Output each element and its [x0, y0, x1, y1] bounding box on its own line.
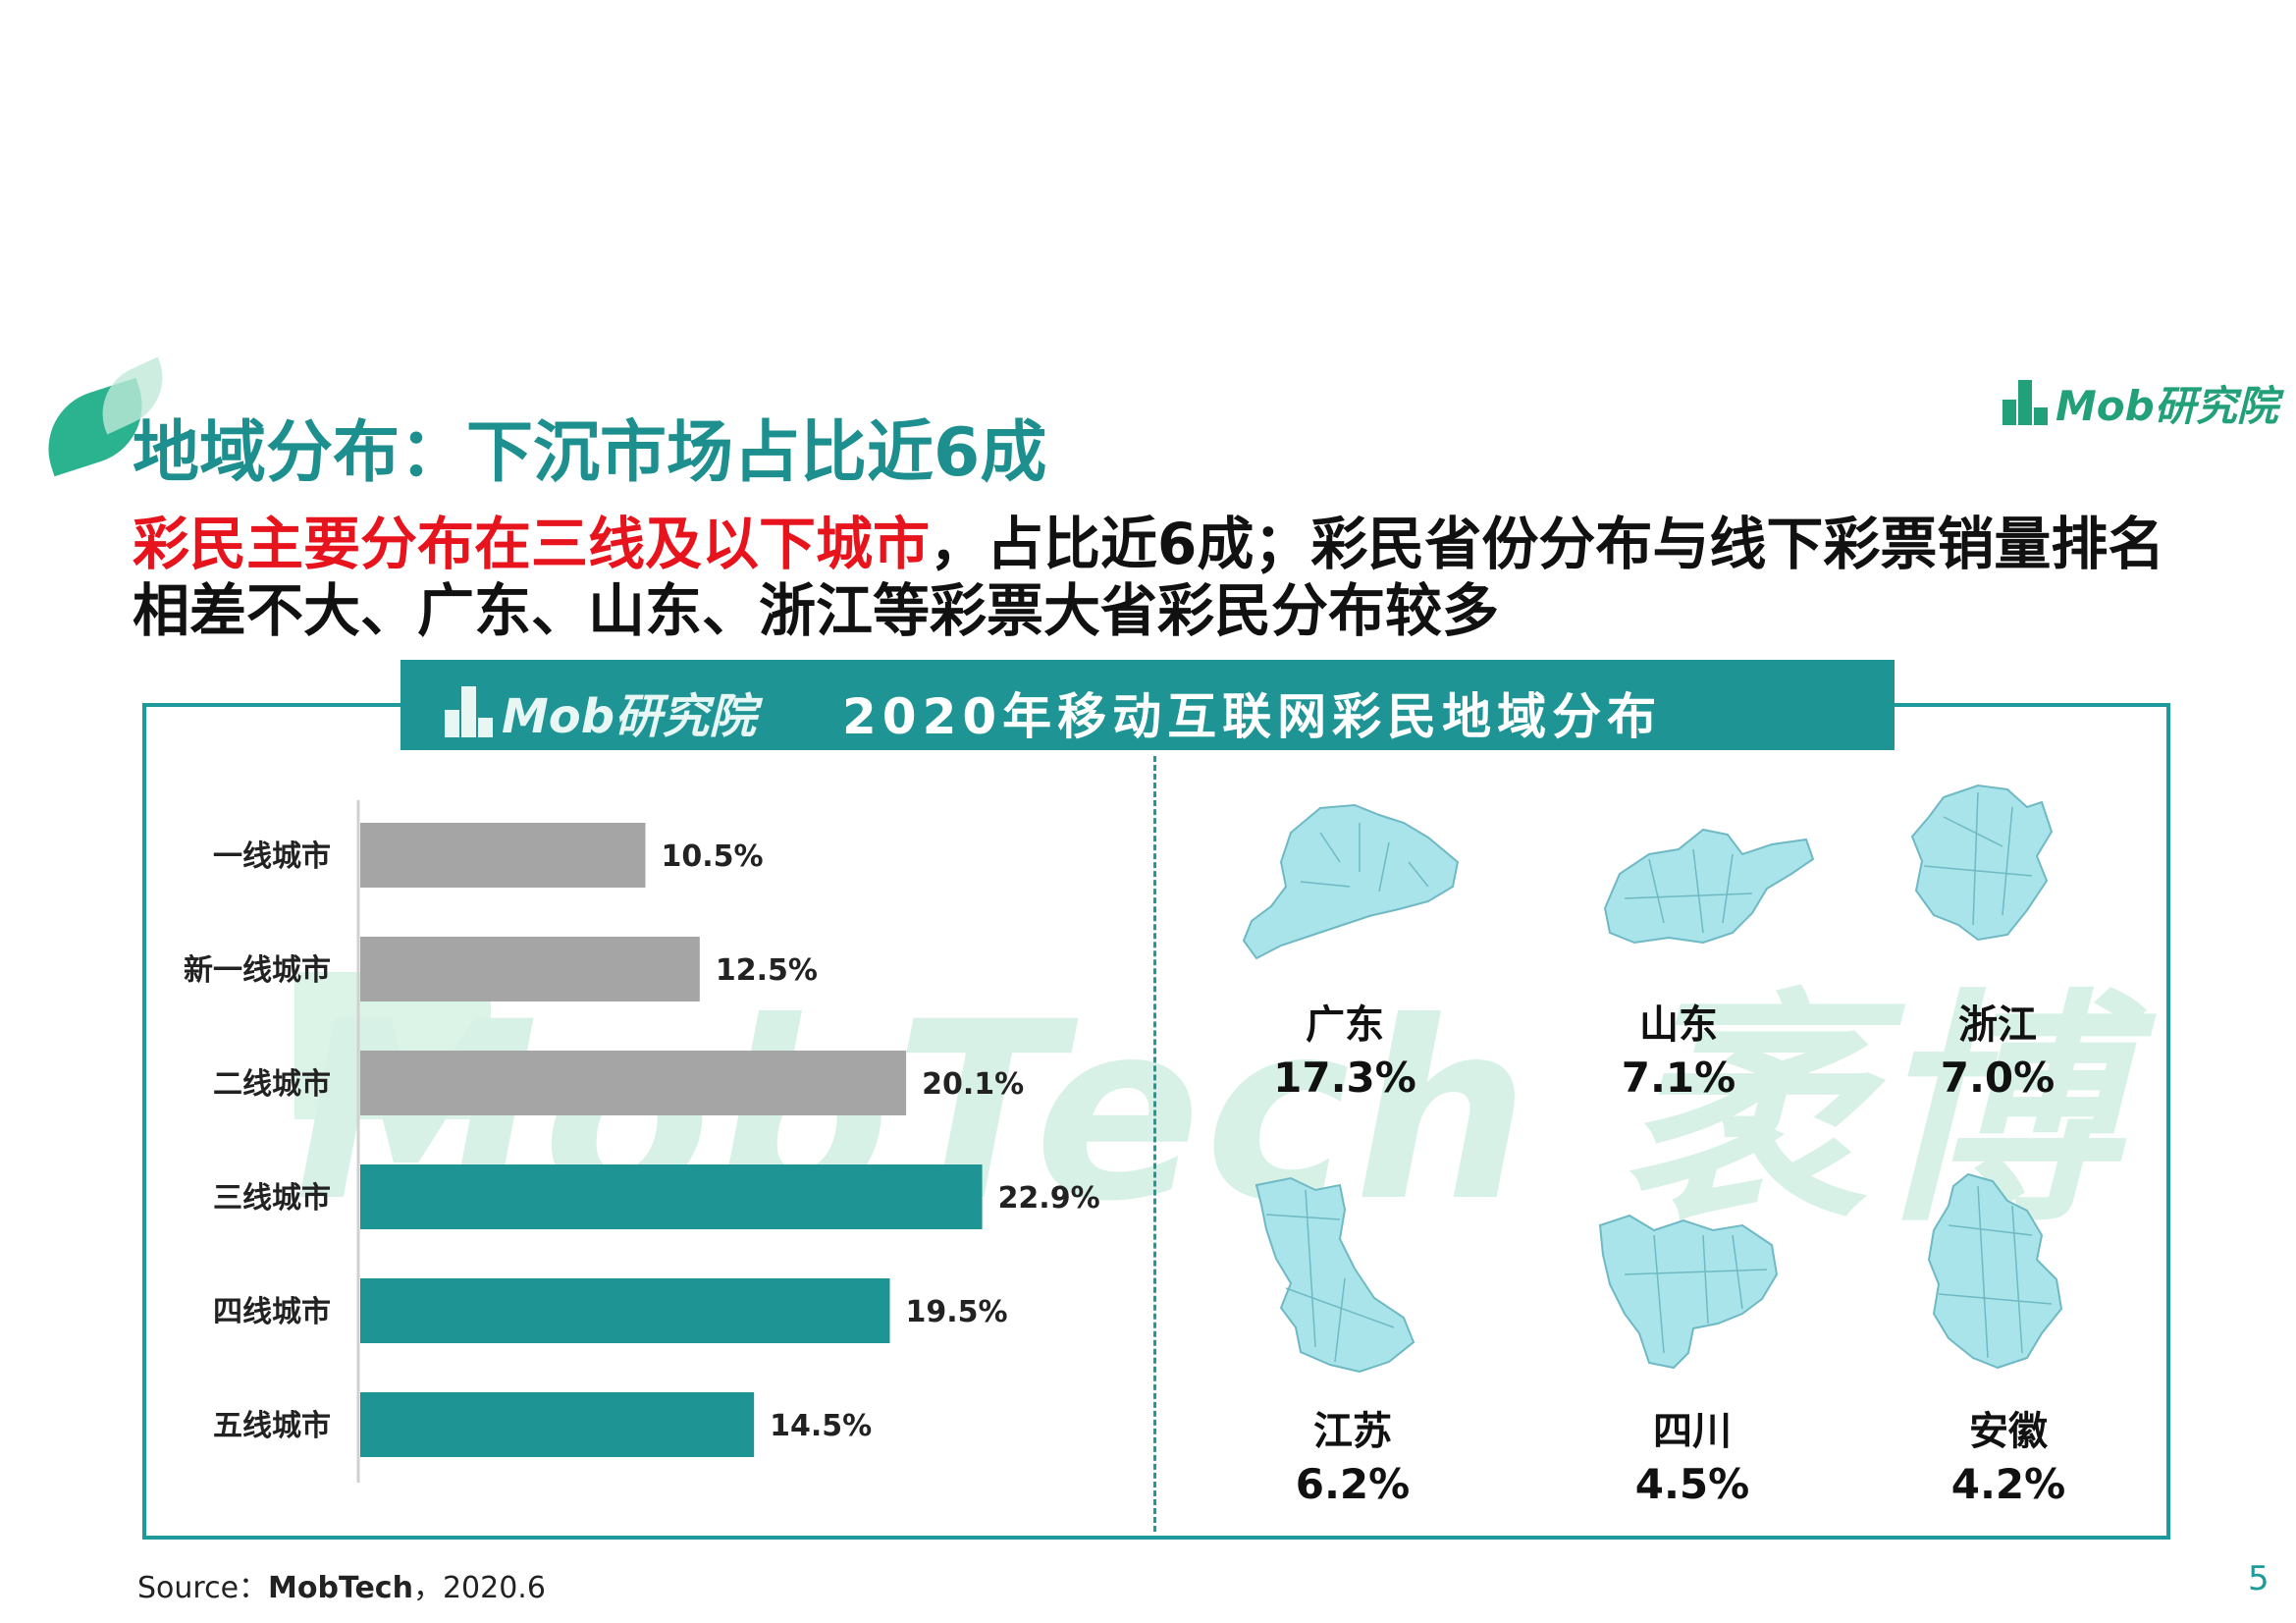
province-zhejiang: 浙江 7.0% — [1880, 1000, 2115, 1106]
brand-logo: Mob研究院 — [2002, 373, 2278, 432]
province-name: 安徽 — [1969, 1409, 2048, 1454]
value-label: 19.5% — [906, 1295, 1008, 1329]
guangdong-map-icon — [1242, 803, 1460, 960]
page-subtitle: 彩民主要分布在三线及以下城市，占比近6成；彩民省份分布与线下彩票销量排名相差不大… — [133, 511, 2194, 644]
category-label: 新一线城市 — [184, 953, 331, 988]
panel-divider — [1153, 756, 1156, 1532]
province-name: 江苏 — [1313, 1409, 1392, 1454]
anhui-map-icon — [1927, 1172, 2063, 1370]
bar-5 — [360, 1278, 890, 1343]
category-label: 二线城市 — [213, 1067, 331, 1102]
bar-1 — [360, 823, 646, 888]
province-value: 6.2% — [1295, 1460, 1411, 1508]
province-guangdong: 广东 17.3% — [1227, 1000, 1463, 1106]
province-value: 7.1% — [1621, 1054, 1736, 1102]
province-name: 山东 — [1639, 1002, 1718, 1048]
category-label: 五线城市 — [213, 1409, 331, 1443]
province-shandong: 山东 7.1% — [1561, 1000, 1796, 1106]
panel-logo-text: Mob研究院 — [502, 689, 757, 744]
category-label: 四线城市 — [213, 1295, 331, 1329]
bar-2 — [360, 937, 700, 1001]
category-label: 一线城市 — [213, 839, 331, 874]
province-value: 4.5% — [1634, 1460, 1750, 1508]
source-note: Source：MobTech，2020.6 — [137, 1563, 546, 1606]
province-anhui: 安徽 4.2% — [1891, 1406, 2126, 1512]
brand-name: Mob研究院 — [2056, 381, 2278, 430]
mob-logo-white-icon — [445, 686, 496, 737]
mob-logo-icon — [2002, 380, 2048, 425]
province-jiangsu: 江苏 6.2% — [1235, 1406, 1470, 1512]
subtitle-rest: ，占比近6成；彩民省份分布与线下彩票销量排名相差不大、广东、山东、浙江等彩票大省… — [133, 511, 2165, 644]
value-label: 20.1% — [922, 1067, 1024, 1102]
bar-6 — [360, 1392, 755, 1457]
province-sichuan: 四川 4.5% — [1575, 1406, 1810, 1512]
city-tier-bar-chart: 一线城市 10.5% 新一线城市 12.5% 二线城市 20.1% 三线城市 22.9% 四线城… — [184, 800, 1100, 1483]
value-label: 12.5% — [716, 953, 818, 988]
panel-title: 2020年移动互联网彩民地域分布 — [842, 688, 1663, 745]
bar-3 — [360, 1051, 907, 1115]
zhejiang-map-icon — [1910, 784, 2054, 942]
jiangsu-map-icon — [1255, 1176, 1415, 1374]
value-label: 10.5% — [662, 839, 764, 874]
province-name: 四川 — [1653, 1409, 1732, 1454]
sichuan-map-icon — [1598, 1214, 1779, 1370]
province-value: 4.2% — [1950, 1460, 2066, 1508]
category-label: 三线城市 — [213, 1181, 331, 1216]
page-number: 5 — [2248, 1559, 2269, 1598]
province-value: 17.3% — [1273, 1054, 1416, 1102]
province-name: 浙江 — [1958, 1002, 2037, 1048]
value-label: 22.9% — [998, 1181, 1100, 1216]
shandong-map-icon — [1603, 828, 1815, 945]
source-name: MobTech — [268, 1571, 413, 1605]
source-prefix: Source： — [137, 1571, 269, 1605]
province-name: 广东 — [1306, 1002, 1384, 1048]
province-value: 7.0% — [1940, 1054, 2056, 1102]
bar-4 — [360, 1164, 983, 1229]
page-title: 地域分布：下沉市场占比近6成 — [133, 414, 1047, 492]
panel-banner: Mob研究院 2020年移动互联网彩民地域分布 — [400, 660, 1895, 750]
value-label: 14.5% — [770, 1409, 872, 1443]
panel-logo: Mob研究院 — [445, 677, 756, 746]
source-suffix: ，2020.6 — [412, 1571, 546, 1605]
subtitle-highlight: 彩民主要分布在三线及以下城市 — [133, 511, 931, 577]
